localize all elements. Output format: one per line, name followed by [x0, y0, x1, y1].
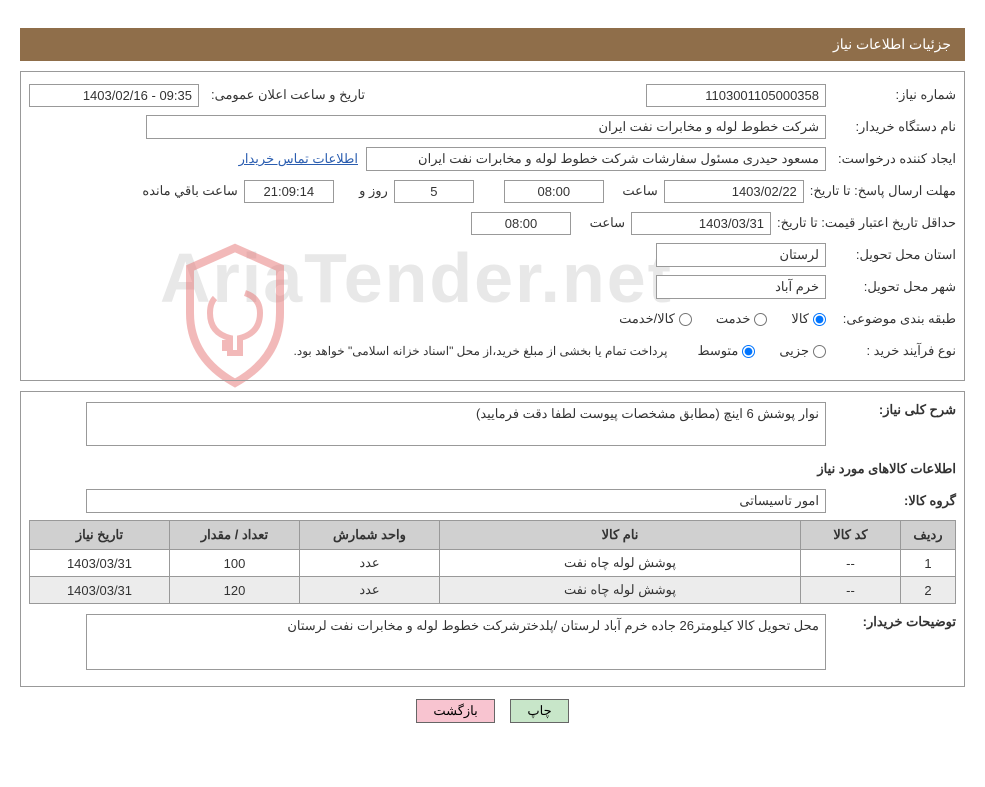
- row-city: شهر محل تحویل: خرم آباد: [29, 274, 956, 300]
- cell-qty: 120: [170, 577, 300, 604]
- deadline-time-value: 08:00: [504, 180, 604, 203]
- table-header-row: ردیف کد کالا نام کالا واحد شمارش تعداد /…: [30, 521, 956, 550]
- page-title: جزئیات اطلاعات نیاز: [833, 36, 951, 52]
- general-desc-label: شرح کلی نیاز:: [826, 402, 956, 418]
- row-purchase-type: نوع فرآیند خرید : جزیی متوسط پرداخت تمام…: [29, 338, 956, 364]
- cell-row: 2: [901, 577, 956, 604]
- days-remaining-value: 5: [394, 180, 474, 203]
- contact-link[interactable]: اطلاعات تماس خریدار: [239, 151, 358, 167]
- radio-goods-service[interactable]: کالا/خدمت: [619, 311, 692, 327]
- table-row: 1 -- پوشش لوله چاه نفت عدد 100 1403/03/3…: [30, 550, 956, 577]
- row-group: گروه کالا: امور تاسیساتی: [29, 488, 956, 514]
- print-button[interactable]: چاپ: [510, 699, 568, 723]
- time-label-2: ساعت: [571, 215, 631, 231]
- province-value: لرستان: [656, 243, 826, 267]
- radio-service-label: خدمت: [716, 311, 751, 327]
- days-label: روز و: [334, 183, 394, 199]
- need-number-value: 1103001105000358: [646, 84, 826, 107]
- cell-code: --: [801, 550, 901, 577]
- radio-goods[interactable]: کالا: [791, 311, 826, 327]
- radio-service[interactable]: خدمت: [716, 311, 768, 327]
- th-date: تاریخ نیاز: [30, 521, 170, 550]
- announce-date-label: تاریخ و ساعت اعلان عمومی:: [205, 87, 365, 103]
- payment-note: پرداخت تمام یا بخشی از مبلغ خرید،از محل …: [294, 344, 668, 358]
- radio-medium-label: متوسط: [697, 343, 738, 359]
- cell-row: 1: [901, 550, 956, 577]
- purchase-type-radio-group: جزیی متوسط: [677, 343, 826, 359]
- radio-small-label: جزیی: [779, 343, 809, 359]
- row-buyer-org: نام دستگاه خریدار: شرکت خطوط لوله و مخاب…: [29, 114, 956, 140]
- deadline-label: مهلت ارسال پاسخ: تا تاریخ:: [804, 183, 956, 199]
- items-table: ردیف کد کالا نام کالا واحد شمارش تعداد /…: [29, 520, 956, 604]
- radio-goods-service-input[interactable]: [679, 313, 692, 326]
- province-label: استان محل تحویل:: [826, 247, 956, 263]
- city-value: خرم آباد: [656, 275, 826, 299]
- radio-service-input[interactable]: [754, 313, 767, 326]
- need-number-label: شماره نیاز:: [826, 87, 956, 103]
- th-qty: تعداد / مقدار: [170, 521, 300, 550]
- group-label: گروه کالا:: [826, 493, 956, 509]
- category-radio-group: کالا خدمت کالا/خدمت: [599, 311, 826, 327]
- main-form-section: شماره نیاز: 1103001105000358 تاریخ و ساع…: [20, 71, 965, 381]
- price-valid-time-value: 08:00: [471, 212, 571, 235]
- row-deadline: مهلت ارسال پاسخ: تا تاریخ: 1403/02/22 سا…: [29, 178, 956, 204]
- price-valid-label: حداقل تاریخ اعتبار قیمت: تا تاریخ:: [771, 215, 956, 232]
- time-label-1: ساعت: [604, 183, 664, 199]
- cell-date: 1403/03/31: [30, 577, 170, 604]
- general-desc-value: نوار پوشش 6 اینچ (مطابق مشخصات پیوست لطف…: [86, 402, 826, 446]
- purchase-type-label: نوع فرآیند خرید :: [826, 343, 956, 359]
- cell-date: 1403/03/31: [30, 550, 170, 577]
- price-valid-date-value: 1403/03/31: [631, 212, 771, 235]
- cell-code: --: [801, 577, 901, 604]
- th-name: نام کالا: [440, 521, 801, 550]
- radio-goods-label: کالا: [791, 311, 809, 327]
- category-label: طبقه بندی موضوعی:: [826, 311, 956, 327]
- requester-label: ایجاد کننده درخواست:: [826, 151, 956, 167]
- remaining-label: ساعت باقي مانده: [136, 183, 243, 199]
- details-section: شرح کلی نیاز: نوار پوشش 6 اینچ (مطابق مش…: [20, 391, 965, 687]
- buyer-org-label: نام دستگاه خریدار:: [826, 119, 956, 135]
- back-button[interactable]: بازگشت: [416, 699, 494, 723]
- items-header-label: اطلاعات کالاهای مورد نیاز: [817, 461, 956, 477]
- buyer-notes-label: توضیحات خریدار:: [826, 614, 956, 630]
- city-label: شهر محل تحویل:: [826, 279, 956, 295]
- countdown-value: 21:09:14: [244, 180, 334, 203]
- table-row: 2 -- پوشش لوله چاه نفت عدد 120 1403/03/3…: [30, 577, 956, 604]
- row-buyer-notes: توضیحات خریدار: محل تحویل کالا کیلومتر26…: [29, 614, 956, 670]
- row-requester: ایجاد کننده درخواست: مسعود حیدری مسئول س…: [29, 146, 956, 172]
- cell-name: پوشش لوله چاه نفت: [440, 550, 801, 577]
- buyer-org-value: شرکت خطوط لوله و مخابرات نفت ایران: [146, 115, 826, 139]
- th-code: کد کالا: [801, 521, 901, 550]
- th-unit: واحد شمارش: [300, 521, 440, 550]
- row-general-desc: شرح کلی نیاز: نوار پوشش 6 اینچ (مطابق مش…: [29, 402, 956, 446]
- row-need-number: شماره نیاز: 1103001105000358 تاریخ و ساع…: [29, 82, 956, 108]
- row-category: طبقه بندی موضوعی: کالا خدمت کالا/خدمت: [29, 306, 956, 332]
- cell-name: پوشش لوله چاه نفت: [440, 577, 801, 604]
- radio-small-input[interactable]: [813, 345, 826, 358]
- requester-value: مسعود حیدری مسئول سفارشات شرکت خطوط لوله…: [366, 147, 826, 171]
- radio-medium[interactable]: متوسط: [697, 343, 755, 359]
- buyer-notes-value: محل تحویل کالا کیلومتر26 جاده خرم آباد ل…: [86, 614, 826, 670]
- page-header: جزئیات اطلاعات نیاز: [20, 28, 965, 61]
- row-province: استان محل تحویل: لرستان: [29, 242, 956, 268]
- cell-unit: عدد: [300, 577, 440, 604]
- buttons-row: چاپ بازگشت: [0, 699, 985, 723]
- cell-unit: عدد: [300, 550, 440, 577]
- radio-goods-service-label: کالا/خدمت: [619, 311, 675, 327]
- radio-small[interactable]: جزیی: [779, 343, 826, 359]
- radio-medium-input[interactable]: [742, 345, 755, 358]
- row-items-header: اطلاعات کالاهای مورد نیاز: [29, 456, 956, 482]
- row-price-valid: حداقل تاریخ اعتبار قیمت: تا تاریخ: 1403/…: [29, 210, 956, 236]
- deadline-date-value: 1403/02/22: [664, 180, 804, 203]
- radio-goods-input[interactable]: [813, 313, 826, 326]
- group-value: امور تاسیساتی: [86, 489, 826, 513]
- th-row: ردیف: [901, 521, 956, 550]
- announce-date-value: 09:35 - 1403/02/16: [29, 84, 199, 107]
- cell-qty: 100: [170, 550, 300, 577]
